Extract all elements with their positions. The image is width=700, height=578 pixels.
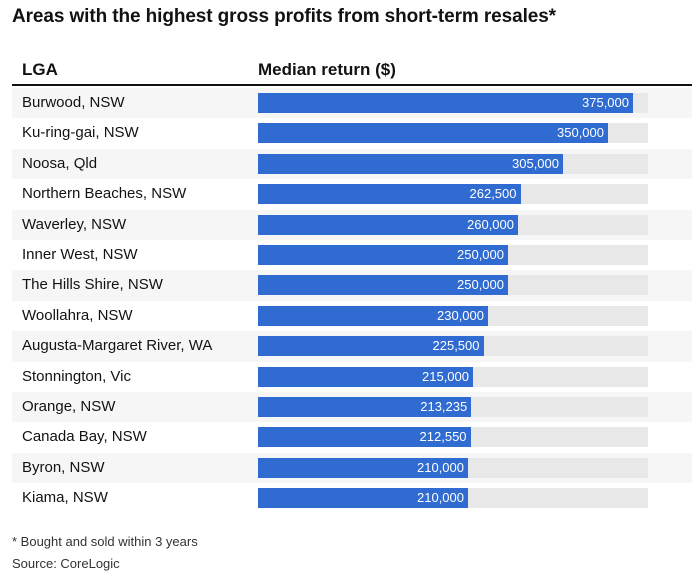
bar-value-label: 215,000 xyxy=(422,368,469,384)
bar-track: 250,000 xyxy=(258,244,648,265)
table-row: The Hills Shire, NSW 250,000 xyxy=(12,270,692,301)
table-row: Canada Bay, NSW 212,550 xyxy=(12,422,692,452)
bar: 210,000 xyxy=(258,488,468,509)
bar: 305,000 xyxy=(258,153,563,174)
bar: 250,000 xyxy=(258,244,508,265)
table-row: Inner West, NSW 250,000 xyxy=(12,240,692,270)
bar-track: 260,000 xyxy=(258,214,648,235)
bar-value-label: 250,000 xyxy=(457,277,504,293)
table-row: Woollahra, NSW 230,000 xyxy=(12,301,692,331)
bar-track: 250,000 xyxy=(258,275,648,296)
table-row: Orange, NSW 213,235 xyxy=(12,391,692,423)
bar-rows: Burwood, NSW 375,000 Ku-ring-gai, NSW 350,0… xyxy=(12,88,692,513)
bar-value-label: 210,000 xyxy=(417,490,464,506)
bar: 350,000 xyxy=(258,123,608,144)
footnote: * Bought and sold within 3 years xyxy=(12,534,198,549)
bar-value-label: 250,000 xyxy=(457,246,504,262)
bar-track: 212,550 xyxy=(258,427,648,448)
table-row: Kiama, NSW 210,000 xyxy=(12,483,692,513)
bar-track: 225,500 xyxy=(258,336,648,357)
bar-track: 350,000 xyxy=(258,123,648,144)
bar: 260,000 xyxy=(258,214,518,235)
table-row: Northern Beaches, NSW 262,500 xyxy=(12,179,692,209)
bar: 213,235 xyxy=(258,396,472,417)
bar: 210,000 xyxy=(258,457,468,478)
bar-value-label: 230,000 xyxy=(437,307,484,323)
table-header: LGA Median return ($) xyxy=(12,54,692,86)
category-label: Stonnington, Vic xyxy=(22,367,131,385)
table-row: Augusta-Margaret River, WA 225,500 xyxy=(12,331,692,362)
category-label: Burwood, NSW xyxy=(22,94,125,111)
table-row: Burwood, NSW 375,000 xyxy=(12,88,692,119)
bar: 262,500 xyxy=(258,184,521,205)
category-label: Northern Beaches, NSW xyxy=(22,185,187,203)
bar: 215,000 xyxy=(258,366,473,387)
category-label: Augusta-Margaret River, WA xyxy=(22,337,213,355)
bar-track: 213,235 xyxy=(258,396,648,417)
bar: 212,550 xyxy=(258,427,471,448)
source-note: Source: CoreLogic xyxy=(12,556,120,571)
bar-track: 375,000 xyxy=(258,93,648,113)
chart-title: Areas with the highest gross profits fro… xyxy=(12,6,556,27)
bar-track: 210,000 xyxy=(258,457,648,478)
bar-value-label: 350,000 xyxy=(557,125,604,141)
category-label: Woollahra, NSW xyxy=(22,306,133,324)
category-label: Byron, NSW xyxy=(22,458,105,476)
category-label: Orange, NSW xyxy=(22,397,116,415)
bar-value-label: 213,235 xyxy=(420,398,468,414)
bar: 250,000 xyxy=(258,275,508,296)
bar-track: 215,000 xyxy=(258,366,648,387)
category-label: Noosa, Qld xyxy=(22,154,98,172)
category-label: Waverley, NSW xyxy=(22,215,127,233)
bar: 230,000 xyxy=(258,305,488,326)
bar-track: 210,000 xyxy=(258,488,648,509)
bar-value-label: 260,000 xyxy=(467,216,514,232)
table-row: Noosa, Qld 305,000 xyxy=(12,148,692,180)
bar: 375,000 xyxy=(258,93,633,113)
category-label: Ku-ring-gai, NSW xyxy=(22,124,139,142)
category-label: The Hills Shire, NSW xyxy=(22,276,163,294)
bar-track: 230,000 xyxy=(258,305,648,326)
table-row: Byron, NSW 210,000 xyxy=(12,452,692,484)
bar-value-label: 375,000 xyxy=(582,95,629,110)
bar-value-label: 262,500 xyxy=(469,186,517,202)
category-label: Kiama, NSW xyxy=(22,489,108,507)
bar-value-label: 225,500 xyxy=(432,338,480,354)
median-return-column-header: Median return ($) xyxy=(258,60,396,79)
bar-value-label: 305,000 xyxy=(512,155,559,171)
table-row: Waverley, NSW 260,000 xyxy=(12,209,692,240)
bar-value-label: 212,550 xyxy=(419,429,467,445)
bar-value-label: 210,000 xyxy=(417,459,464,475)
lga-column-header: LGA xyxy=(22,60,58,79)
bar-track: 305,000 xyxy=(258,153,648,174)
bar-track: 262,500 xyxy=(258,184,648,205)
category-label: Inner West, NSW xyxy=(22,245,138,263)
table-row: Stonnington, Vic 215,000 xyxy=(12,362,692,392)
category-label: Canada Bay, NSW xyxy=(22,428,147,446)
bar: 225,500 xyxy=(258,336,484,357)
table-row: Ku-ring-gai, NSW 350,000 xyxy=(12,118,692,148)
